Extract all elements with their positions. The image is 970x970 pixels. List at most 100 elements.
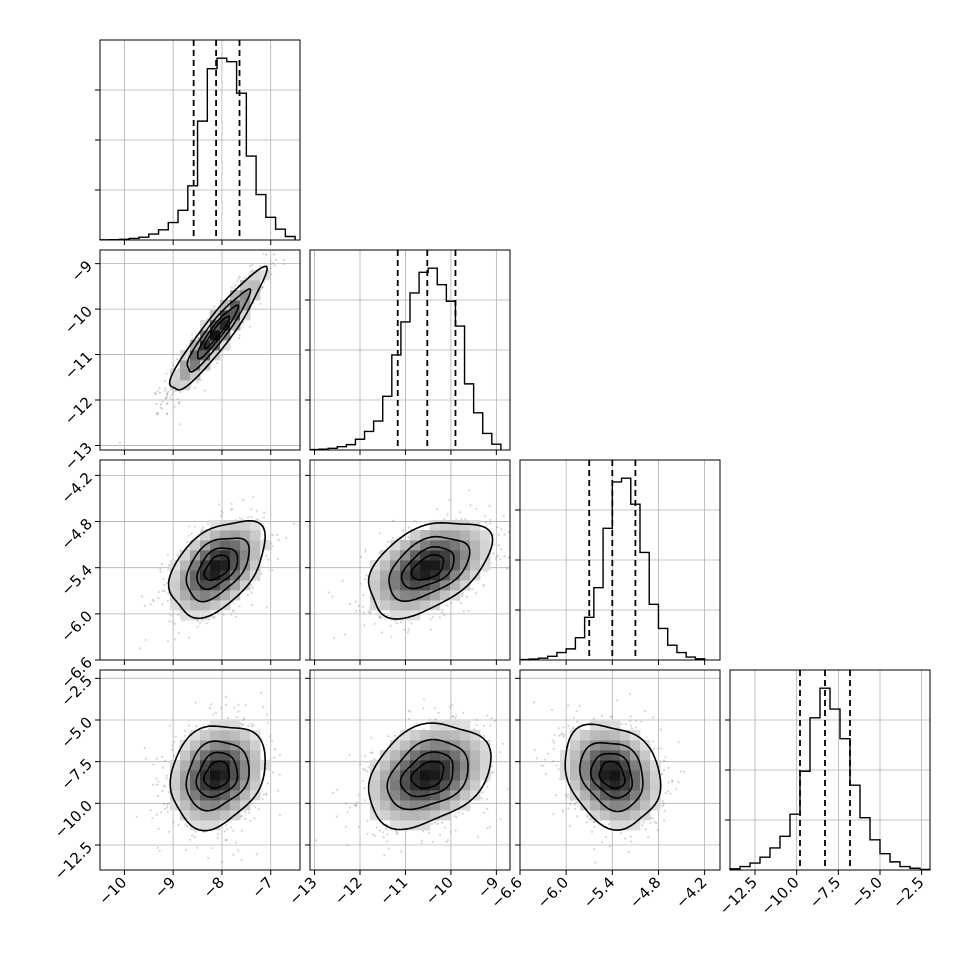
density-bin xyxy=(180,770,191,781)
scatter-point xyxy=(496,526,499,529)
scatter-point xyxy=(167,790,170,794)
density-bin xyxy=(240,800,251,811)
scatter-point xyxy=(271,569,274,572)
density-bin xyxy=(430,720,441,731)
density-bin xyxy=(190,580,201,591)
density-bin xyxy=(180,570,191,581)
contour-2-0-0 xyxy=(167,519,267,620)
scatter-point xyxy=(383,854,386,857)
contour-2-0-2 xyxy=(196,547,239,591)
scatter-point xyxy=(363,799,366,802)
scatter-point xyxy=(277,789,280,792)
scatter-point xyxy=(495,557,498,561)
scatter-point xyxy=(271,739,274,742)
scatter-point xyxy=(244,810,247,814)
density-bin xyxy=(390,610,401,621)
scatter-point xyxy=(447,839,450,842)
contour-2-0-3 xyxy=(203,554,230,582)
scatter-point xyxy=(170,398,173,401)
density-bin xyxy=(190,550,201,561)
scatter-point xyxy=(178,401,181,404)
scatter-point xyxy=(335,815,338,818)
density-bin xyxy=(230,520,241,531)
scatter-point xyxy=(378,616,381,619)
scatter-point xyxy=(457,811,461,814)
scatter-point xyxy=(513,524,515,526)
density-bin xyxy=(220,750,231,761)
density-bin xyxy=(460,530,471,541)
scatter-point xyxy=(490,765,493,768)
density-bin xyxy=(180,370,191,381)
density-bin xyxy=(380,790,391,801)
scatter-point xyxy=(149,603,152,606)
scatter-point xyxy=(160,811,163,814)
density-bin xyxy=(370,780,381,791)
scatter-point xyxy=(162,803,165,806)
scatter-point xyxy=(539,480,541,482)
scatter-point xyxy=(357,825,360,828)
scatter-point xyxy=(225,824,228,827)
scatter-point xyxy=(367,610,370,613)
scatter-point xyxy=(248,264,252,267)
density-bin xyxy=(210,310,221,321)
scatter-point xyxy=(155,813,158,816)
density-bin xyxy=(220,720,231,731)
density-bin xyxy=(410,760,421,771)
density-bin xyxy=(370,800,381,811)
density-bin xyxy=(200,820,211,831)
density-bin xyxy=(380,550,391,561)
density-bin xyxy=(210,790,221,801)
density-bin xyxy=(230,560,241,571)
density-bin xyxy=(180,780,191,791)
scatter-point xyxy=(448,498,451,501)
density-bin xyxy=(420,820,431,831)
scatter-point xyxy=(436,508,439,511)
density-bin xyxy=(410,730,421,741)
scatter-point xyxy=(385,827,388,830)
density-bin xyxy=(440,800,451,811)
scatter-point xyxy=(237,710,240,713)
scatter-point xyxy=(171,744,174,747)
density-bin xyxy=(230,540,241,551)
density-bin xyxy=(250,540,261,551)
density-bin xyxy=(220,580,231,591)
scatter-point xyxy=(391,537,394,540)
density-2-1 xyxy=(327,480,541,639)
density-bin xyxy=(370,600,381,611)
density-bin xyxy=(370,580,381,591)
scatter-point xyxy=(266,713,269,716)
density-bin xyxy=(210,350,221,361)
scatter-point xyxy=(327,591,330,594)
scatter-point xyxy=(420,842,423,845)
scatter-point xyxy=(156,794,159,798)
scatter-point xyxy=(184,824,187,827)
scatter-point xyxy=(196,625,199,628)
scatter-point xyxy=(485,570,488,573)
scatter-point xyxy=(177,368,180,371)
scatter-point xyxy=(503,555,506,558)
density-bin xyxy=(450,580,461,591)
density-bin xyxy=(220,770,231,781)
scatter-point xyxy=(436,823,439,826)
scatter-point xyxy=(159,403,163,406)
scatter-point xyxy=(157,412,160,415)
scatter-point xyxy=(158,387,161,390)
density-bin xyxy=(390,740,401,751)
scatter-point xyxy=(232,829,235,832)
scatter-point xyxy=(162,577,165,580)
density-bin xyxy=(220,730,231,741)
scatter-point xyxy=(247,725,250,728)
density-bin xyxy=(440,530,451,541)
density-bin xyxy=(240,530,251,541)
density-bin xyxy=(400,590,411,601)
density-bin xyxy=(440,740,451,751)
scatter-point xyxy=(475,724,478,727)
scatter-point xyxy=(164,759,167,762)
density-bin xyxy=(210,810,221,821)
scatter-point xyxy=(157,827,160,830)
density-bin xyxy=(190,540,201,551)
scatter-point xyxy=(493,719,496,722)
scatter-point xyxy=(155,777,158,781)
scatter-point xyxy=(389,624,392,627)
scatter-point xyxy=(387,847,390,850)
